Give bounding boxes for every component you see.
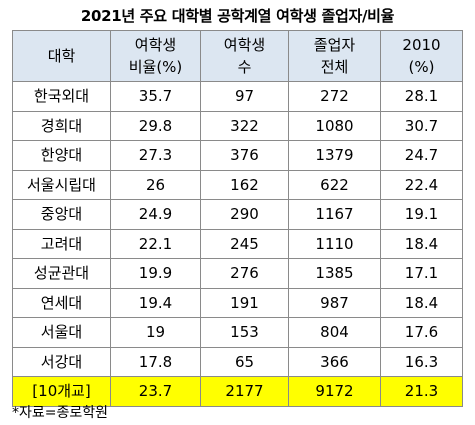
header-total-graduates: 졸업자 전체	[288, 30, 381, 82]
table-row: 한국외대 35.7 97 272 28.1	[12, 81, 463, 112]
table-row: 서울대 19 153 804 17.6	[12, 317, 463, 348]
cell-2010-ratio: 28.1	[380, 81, 463, 112]
table-row: 중앙대 24.9 290 1167 19.1	[12, 199, 463, 230]
cell-female-ratio: 17.8	[110, 346, 201, 377]
cell-female-count: 322	[200, 110, 289, 141]
cell-university: 성균관대	[12, 258, 111, 289]
cell-total-graduates: 1080	[288, 110, 381, 141]
cell-female-count: 276	[200, 258, 289, 289]
cell-university: 서울시립대	[12, 169, 111, 200]
cell-total-graduates: 272	[288, 81, 381, 112]
cell-university: 한양대	[12, 140, 111, 171]
cell-female-count: 153	[200, 317, 289, 348]
total-row: [10개교] 23.7 2177 9172 21.3	[12, 376, 463, 407]
total-cell-university: [10개교]	[12, 376, 111, 407]
cell-total-graduates: 1167	[288, 199, 381, 230]
header-2010-ratio: 2010 (%)	[380, 30, 463, 82]
cell-female-ratio: 24.9	[110, 199, 201, 230]
cell-university: 한국외대	[12, 81, 111, 112]
total-cell-2010-ratio: 21.3	[380, 376, 463, 407]
cell-female-ratio: 29.8	[110, 110, 201, 141]
table-row: 성균관대 19.9 276 1385 17.1	[12, 258, 463, 289]
cell-total-graduates: 1110	[288, 228, 381, 259]
table-row: 고려대 22.1 245 1110 18.4	[12, 228, 463, 259]
cell-female-ratio: 19.4	[110, 287, 201, 318]
cell-2010-ratio: 17.1	[380, 258, 463, 289]
cell-female-ratio: 22.1	[110, 228, 201, 259]
cell-female-count: 162	[200, 169, 289, 200]
cell-2010-ratio: 30.7	[380, 110, 463, 141]
cell-total-graduates: 622	[288, 169, 381, 200]
table-row: 서강대 17.8 65 366 16.3	[12, 346, 463, 377]
cell-university: 서강대	[12, 346, 111, 377]
header-row: 대학 여학생 비율(%) 여학생 수 졸업자 전체 2010 (%)	[12, 30, 463, 82]
data-table: 대학 여학생 비율(%) 여학생 수 졸업자 전체 2010 (%)	[12, 30, 463, 407]
cell-female-ratio: 27.3	[110, 140, 201, 171]
cell-total-graduates: 987	[288, 287, 381, 318]
cell-female-ratio: 26	[110, 169, 201, 200]
cell-total-graduates: 804	[288, 317, 381, 348]
cell-2010-ratio: 22.4	[380, 169, 463, 200]
cell-female-count: 97	[200, 81, 289, 112]
cell-university: 경희대	[12, 110, 111, 141]
cell-2010-ratio: 24.7	[380, 140, 463, 171]
cell-total-graduates: 1385	[288, 258, 381, 289]
header-female-ratio: 여학생 비율(%)	[110, 30, 201, 82]
cell-female-count: 290	[200, 199, 289, 230]
cell-2010-ratio: 18.4	[380, 287, 463, 318]
total-cell-female-ratio: 23.7	[110, 376, 201, 407]
cell-2010-ratio: 18.4	[380, 228, 463, 259]
cell-female-ratio: 19.9	[110, 258, 201, 289]
header-female-count: 여학생 수	[200, 30, 289, 82]
header-university: 대학	[12, 30, 111, 82]
cell-female-ratio: 35.7	[110, 81, 201, 112]
cell-university: 연세대	[12, 287, 111, 318]
cell-university: 서울대	[12, 317, 111, 348]
table-row: 서울시립대 26 162 622 22.4	[12, 169, 463, 200]
cell-2010-ratio: 16.3	[380, 346, 463, 377]
cell-female-count: 245	[200, 228, 289, 259]
cell-female-ratio: 19	[110, 317, 201, 348]
cell-university: 고려대	[12, 228, 111, 259]
cell-female-count: 65	[200, 346, 289, 377]
table-row: 한양대 27.3 376 1379 24.7	[12, 140, 463, 171]
total-cell-total-graduates: 9172	[288, 376, 381, 407]
cell-total-graduates: 366	[288, 346, 381, 377]
source-note: *자료=종로학원	[12, 405, 109, 421]
cell-university: 중앙대	[12, 199, 111, 230]
total-cell-female-count: 2177	[200, 376, 289, 407]
cell-female-count: 376	[200, 140, 289, 171]
cell-2010-ratio: 19.1	[380, 199, 463, 230]
table-row: 연세대 19.4 191 987 18.4	[12, 287, 463, 318]
table-title: 2021년 주요 대학별 공학계열 여학생 졸업자/비율	[80, 7, 395, 25]
cell-total-graduates: 1379	[288, 140, 381, 171]
table-body: 한국외대 35.7 97 272 28.1 경희대 29.8 322 1080 30.7 한양대 27…	[12, 81, 463, 407]
cell-2010-ratio: 17.6	[380, 317, 463, 348]
table-row: 경희대 29.8 322 1080 30.7	[12, 110, 463, 141]
cell-female-count: 191	[200, 287, 289, 318]
